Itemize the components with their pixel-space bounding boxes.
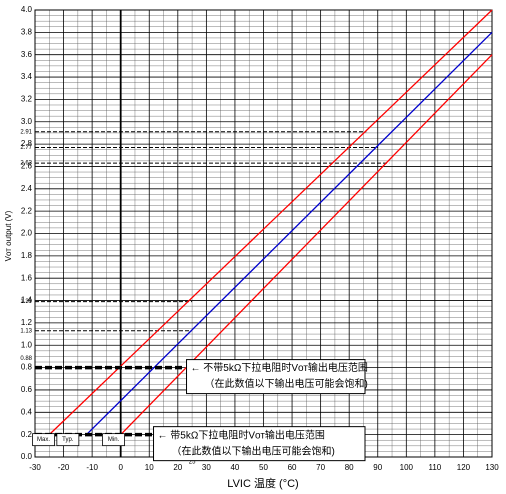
y-tick-label: 1.6 [21,273,33,282]
series-line [48,9,493,436]
reference-label: 2.77 [20,145,32,151]
x-tick-label: 30 [202,463,211,472]
range-box [102,433,125,447]
x-tick-label: 60 [288,463,297,472]
x-axis-label: LVIC 温度 (°C) [227,476,298,490]
x-tick-label: -10 [86,463,98,472]
y-tick-label: 2.8 [21,139,33,148]
y-tick-label: 0.0 [21,452,33,461]
note-box [153,426,366,462]
x-tick-label: 70 [316,463,325,472]
y-tick-label: 0.2 [21,430,33,439]
note-text: （在此数值以下输出电压可能会饱和) [172,444,335,457]
y-tick-label: 0.8 [21,363,33,372]
series-line [120,54,493,436]
x-tick-label: 80 [345,463,354,472]
x-tick-label: 20 [173,463,182,472]
note-text: ← 带5kΩ下拉电阻时Vот输出电压范围 [158,428,325,441]
y-tick-label: 3.2 [21,95,33,104]
note-text: ← 不带5kΩ下拉电阻时Vот输出电压范围 [191,361,368,374]
y-tick-label: 0.4 [21,407,33,416]
y-tick-label: 3.4 [21,72,33,81]
x-tick-label: 110 [428,463,441,472]
x-tick-label: 90 [373,463,382,472]
y-tick-label: 1.4 [21,296,33,305]
marker-label: 0.88 [20,356,32,362]
range-label: Min. [108,437,120,443]
x-tick-label: 50 [259,463,268,472]
x-tick-label: 120 [457,463,471,472]
reference-label: 2.63 [20,161,32,167]
y-tick-label: 3.8 [21,27,33,36]
range-box [56,433,80,447]
x-tick-label: 130 [485,463,499,472]
y-tick-label: 2.6 [21,162,33,171]
y-tick-label: 1.8 [21,251,33,260]
reference-label: 1.13 [20,328,32,334]
x-tick-label: 0 [118,463,123,472]
x-tick-label: 40 [230,463,239,472]
x-tick-label: -20 [58,463,70,472]
x-marker-label: 25 [189,460,196,466]
range-box [32,433,55,447]
x-tick-label: 100 [400,463,414,472]
y-tick-label: 2.4 [21,184,33,193]
range-label: Max. [37,437,50,443]
y-tick-label: 0.6 [21,385,33,394]
x-tick-label: -30 [29,463,41,472]
range-label: Typ. [62,437,74,443]
y-tick-label: 3.0 [21,117,33,126]
y-tick-label: 2.0 [21,229,33,238]
y-tick-label: 1.0 [21,340,33,349]
note-text: （在此数值以下输出电压可能会饱和) [205,377,368,390]
y-tick-label: 3.6 [21,50,33,59]
y-tick-label: 4.0 [21,5,33,14]
x-tick-label: 10 [145,463,154,472]
y-tick-label: 1.2 [21,318,33,327]
y-tick-label: 2.2 [21,206,33,215]
reference-label: 2.91 [20,129,32,135]
reference-label: 1.39 [20,299,32,305]
series-line [85,31,493,436]
y-axis-label: Vот output (V) [4,210,13,261]
note-box [186,359,366,395]
